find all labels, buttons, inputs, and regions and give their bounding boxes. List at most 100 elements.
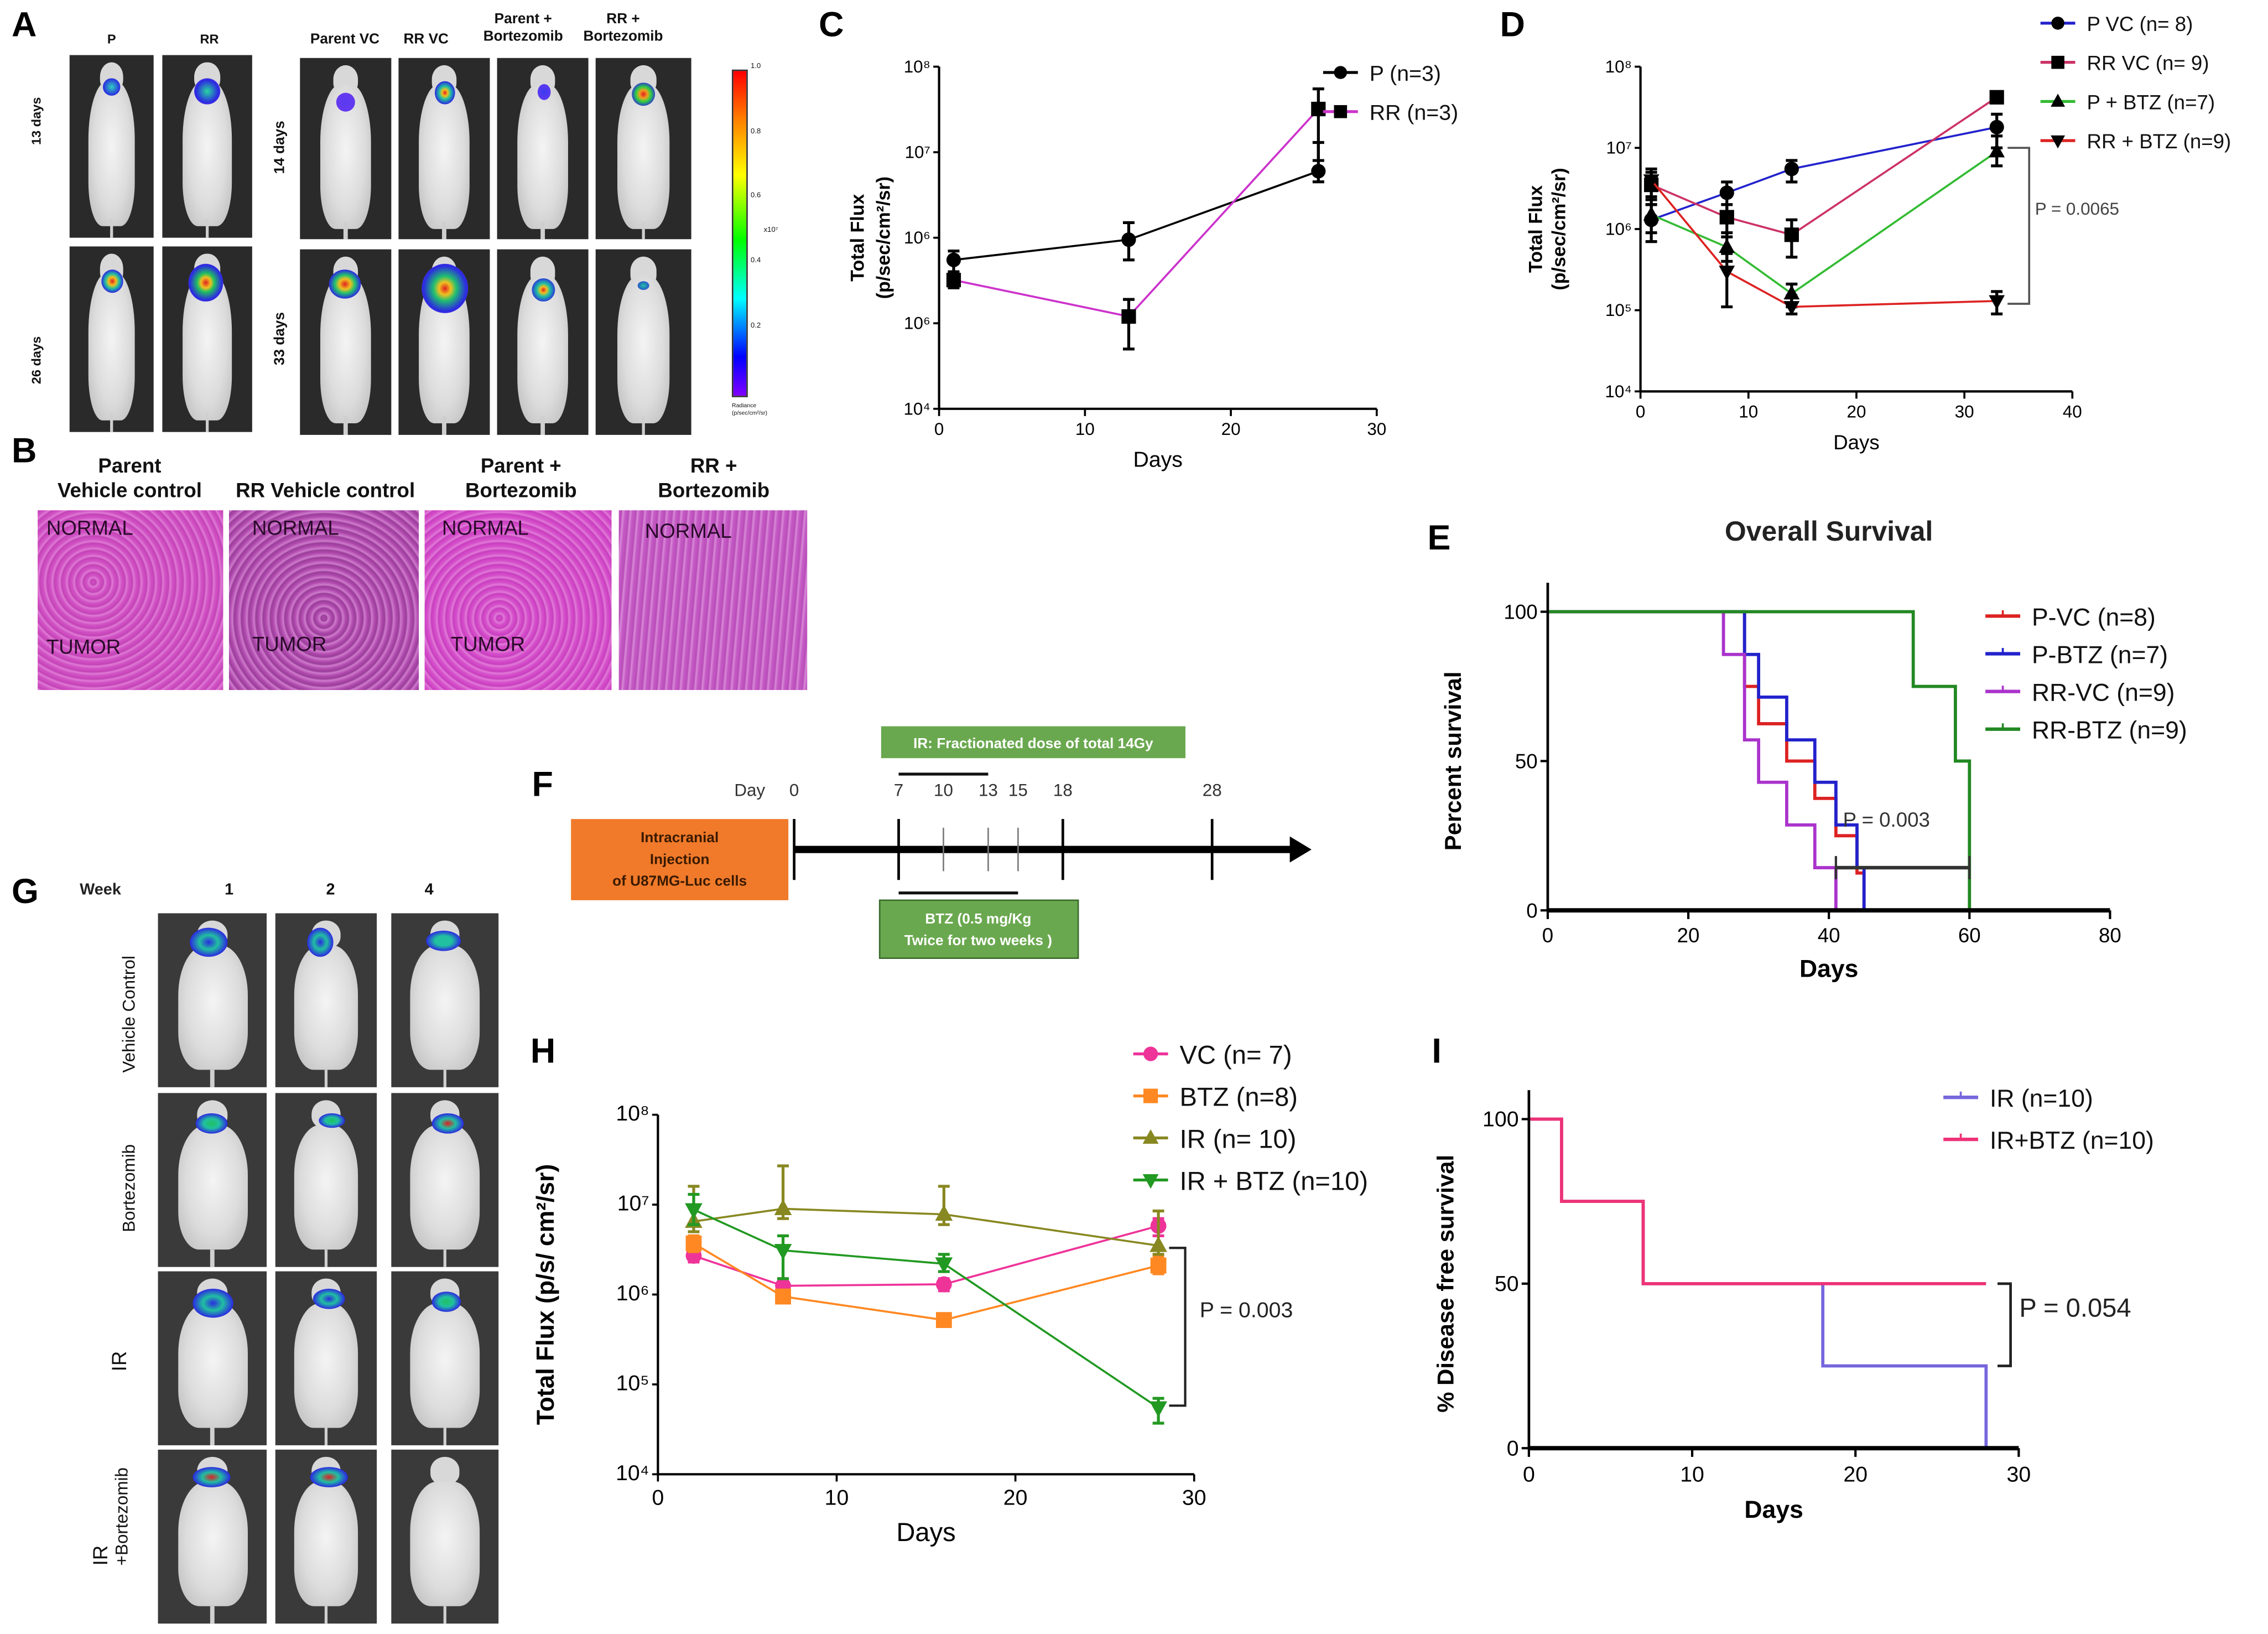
histology-image-parent-btz: NORMAL TUMOR — [424, 510, 612, 691]
y-tick-label: 50 — [1495, 1272, 1519, 1296]
bli-image-row2-week4 — [391, 1093, 499, 1267]
legend-label: IR + BTZ (n=10) — [1180, 1166, 1369, 1195]
bioluminescence-signal — [195, 1113, 228, 1134]
label-line: IR — [88, 1545, 112, 1566]
data-point — [946, 252, 961, 267]
ir-dose-label: IR: Fractionated dose of total 14Gy — [913, 735, 1153, 751]
y-tick-label: 0 — [1507, 1436, 1519, 1460]
bli-image-row2-week2 — [275, 1093, 377, 1267]
x-tick-label: 20 — [1677, 924, 1700, 947]
label-line: Parent — [98, 453, 162, 477]
legend-marker — [1143, 1088, 1158, 1103]
bli-image-row3-week2 — [275, 1271, 377, 1445]
y-tick-label: 100 — [1504, 601, 1537, 624]
survival-curve — [1547, 610, 1838, 911]
y-tick-label: 10⁴ — [1605, 382, 1631, 401]
panel-f-treatment-timeline: IR: Fractionated dose of total 14Gy Day 0 7… — [571, 726, 1312, 959]
bioluminescence-signal — [193, 1289, 233, 1318]
legend-marker — [2051, 135, 2066, 149]
chart-c-total-flux: 10⁴ 10⁶ 10⁶ 10⁷ 10⁸ 0 10 20 30 Days Total Flux (p/s… — [847, 57, 1458, 472]
panel-g-row-ir: IR — [107, 1351, 131, 1372]
y-axis-label: Total Flux (p/s/ cm²/sr) — [532, 1164, 559, 1425]
label-line: Bortezomib — [465, 478, 577, 502]
series-0 — [1644, 112, 2004, 243]
x-tick-label: 0 — [934, 419, 944, 439]
panel-a-col-parent-btz: Parent + Bortezomib — [472, 12, 574, 46]
btz-label: BTZ (0.5 mg/Kg — [925, 910, 1031, 927]
y-axis-label: (p/sec/cm²/sr) — [1548, 168, 1569, 290]
bli-image-row1-week2 — [275, 913, 377, 1087]
bioluminescence-signal — [319, 1113, 345, 1128]
normal-label: NORMAL — [442, 516, 529, 540]
panel-a-col-rr: RR — [200, 32, 219, 46]
bioluminescence-signal — [426, 930, 461, 951]
colorbar-tick: 1.0 — [751, 62, 761, 71]
series-0 — [946, 141, 1326, 273]
bli-image-rr-vc-33d — [398, 249, 490, 435]
data-point — [774, 1244, 792, 1260]
data-point — [1989, 143, 2005, 158]
series-line — [1651, 126, 1997, 221]
chart-e-overall-survival: Overall Survival P-VC (n=8) P-BTZ (n=7) RR-… — [1440, 516, 2187, 983]
label-line: (p/sec/cm²/sr) — [731, 408, 768, 416]
timeline-arrow-icon — [1289, 836, 1312, 863]
significance-bracket — [1169, 1247, 1187, 1407]
survival-curve — [1547, 610, 1972, 911]
label-line: Parent + — [494, 11, 552, 28]
histology-image-parent-vc: NORMAL TUMOR — [38, 510, 223, 691]
p-value-annotation: P = 0.003 — [1200, 1298, 1293, 1322]
y-tick-label: 10⁶ — [904, 314, 930, 333]
chart-h-total-flux: 10⁴ 10⁵ 10⁶ 10⁷ 10⁸ 0 10 20 30 Days Total Flux (p/… — [532, 1040, 1369, 1547]
p-value-annotation: P = 0.054 — [2019, 1293, 2131, 1322]
bli-image-parent-vc-33d — [300, 249, 392, 435]
legend-label: P + BTZ (n=7) — [2087, 91, 2215, 113]
data-point — [1783, 301, 1800, 316]
legend-label: P-VC (n=8) — [2032, 604, 2156, 631]
label-line: Vehicle control — [58, 478, 202, 502]
label-line: Radiance — [731, 401, 757, 409]
data-point — [1121, 309, 1136, 324]
panel-a-row-26-days: 26 days — [29, 336, 44, 385]
injection-label: Intracranial — [641, 829, 719, 845]
colorbar-multiplier: x10⁷ — [763, 226, 778, 235]
label-line: Parent + — [480, 453, 561, 477]
panel-g-week-1: 1 — [225, 881, 234, 899]
data-point — [1719, 266, 1735, 281]
series-3 — [1643, 167, 2005, 316]
series-line — [1651, 96, 1997, 236]
x-tick-label: 30 — [2007, 1462, 2031, 1486]
data-point — [1149, 1236, 1167, 1252]
y-axis-label: Percent survival — [1440, 671, 1466, 850]
series-1 — [946, 87, 1326, 351]
y-tick-label: 10⁶ — [904, 228, 930, 247]
x-tick-label: 80 — [2099, 924, 2121, 947]
significance-bracket — [2007, 147, 2031, 305]
panel-letter-b: B — [11, 432, 37, 471]
bli-image-rr-vc-14d — [398, 58, 490, 240]
ir-dose-box — [881, 726, 1185, 759]
series-line — [1651, 151, 1997, 295]
bli-image-row3-week1 — [158, 1271, 267, 1445]
bli-image-p-13d — [69, 55, 154, 238]
x-tick-label: 20 — [1003, 1485, 1028, 1509]
legend-marker — [2051, 55, 2064, 69]
bli-image-parent-btz-14d — [497, 58, 589, 240]
legend-label: RR VC (n= 9) — [2087, 52, 2209, 75]
x-tick-label: 60 — [1958, 924, 1981, 947]
label-line: RR Vehicle control — [236, 478, 415, 502]
legend-label: P (n=3) — [1370, 61, 1441, 86]
day-number: 28 — [1203, 780, 1222, 800]
survival-curve — [1528, 1117, 1986, 1285]
y-tick-label: 10⁸ — [1605, 57, 1632, 76]
label-line: +Bortezomib — [111, 1467, 132, 1566]
data-point — [935, 1312, 952, 1329]
x-tick-label: 20 — [1221, 419, 1241, 439]
bli-image-row1-week1 — [158, 913, 267, 1087]
panel-b-col-parent-btz: Parent + Bortezomib — [423, 454, 619, 503]
data-point — [685, 1235, 702, 1252]
panel-letter-c: C — [819, 6, 844, 45]
injection-label: Injection — [650, 850, 710, 867]
y-tick-label: 10⁴ — [903, 399, 930, 418]
label-line: RR + — [606, 11, 640, 28]
p-value-annotation: P = 0.003 — [1843, 808, 1930, 831]
